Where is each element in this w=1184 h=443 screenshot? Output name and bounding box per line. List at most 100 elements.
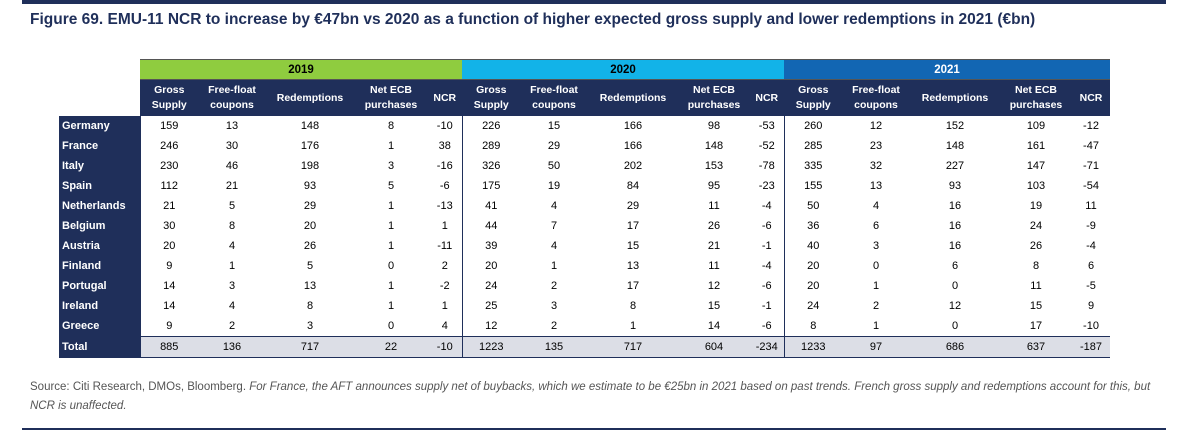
table-cell: 12 [461,316,520,337]
table-cell: 0 [354,256,428,276]
row-label: Austria [59,236,140,256]
table-row: Austria 20 4 26 1 -11 39 4 15 21 -1 40 3 16 26 -4 [59,236,1110,256]
table-cell: 32 [842,156,910,176]
ncr-table: 2019 2020 2021 Gross Supply Free-float co… [59,59,1110,358]
table-cell: 29 [266,196,354,216]
table-cell: 4 [520,236,588,256]
column-header-2021-2: Free-float coupons [842,79,910,116]
row-label: Belgium [59,216,140,236]
table-row: Germany 159 13 148 8 -10 226 15 166 98 -53 260 12 152… [59,116,1110,136]
column-header-2021-1: Gross Supply [783,79,842,116]
table-cell: 1 [842,316,910,337]
table-cell: 38 [428,136,462,156]
table-cell: 230 [139,156,198,176]
table-cell: 148 [910,136,1000,156]
table-row: Finland 9 1 5 0 2 20 1 13 11 -4 20 0 6 8 6 [59,256,1110,276]
table-cell: 4 [198,236,266,256]
row-label: Germany [59,116,140,136]
table-cell: 148 [266,116,354,136]
table-cell: 13 [588,256,678,276]
table-cell: 152 [910,116,1000,136]
column-header-2020-3: Redemptions [588,79,678,116]
row-label: Netherlands [59,196,140,216]
table-cell: -234 [750,336,784,358]
table-cell: 15 [678,296,750,316]
row-label: Portugal [59,276,140,296]
table-cell: -10 [1072,316,1110,337]
column-header-2019-1: Gross Supply [139,79,198,116]
table-cell: 0 [910,276,1000,296]
table-cell: 136 [198,336,266,358]
table-cell: 29 [520,136,588,156]
table-row: Italy 230 46 198 3 -16 326 50 202 153 -78 335 32 227 1… [59,156,1110,176]
top-rule [22,0,1166,4]
table-cell: -11 [428,236,462,256]
table-cell: -47 [1072,136,1110,156]
table-cell: 30 [198,136,266,156]
table-cell: 93 [266,176,354,196]
column-header-2019-3: Redemptions [266,79,354,116]
table-cell: 2 [198,316,266,337]
table-cell: 112 [139,176,198,196]
table-cell: 21 [678,236,750,256]
table-cell: 50 [520,156,588,176]
table-cell: 1 [354,196,428,216]
table-cell: 22 [354,336,428,358]
table-cell: -4 [750,256,784,276]
table-cell: -71 [1072,156,1110,176]
table-cell: 3 [842,236,910,256]
table-cell: 12 [678,276,750,296]
table-cell: 326 [461,156,520,176]
table-cell: 3 [266,316,354,337]
table-cell: 0 [354,316,428,337]
table-cell: 7 [520,216,588,236]
table-cell: -54 [1072,176,1110,196]
table-cell: 202 [588,156,678,176]
row-label: Ireland [59,296,140,316]
table-row: Portugal 14 3 13 1 -2 24 2 17 12 -6 20 1 0 11 -5 [59,276,1110,296]
row-label: France [59,136,140,156]
table-cell: -187 [1072,336,1110,358]
table-cell: 13 [842,176,910,196]
column-header-2020-4: Net ECB purchases [678,79,750,116]
corner-cell [59,60,140,80]
table-cell: -4 [750,196,784,216]
table-cell: -78 [750,156,784,176]
table-cell: 9 [139,316,198,337]
table-cell: 0 [910,316,1000,337]
table-cell: 289 [461,136,520,156]
table-row: Greece 9 2 3 0 4 12 2 1 14 -6 8 1 0 17 -10 [59,316,1110,337]
table-cell: 93 [910,176,1000,196]
table-cell: 16 [910,196,1000,216]
table-cell: 175 [461,176,520,196]
table-cell: 8 [1000,256,1072,276]
table-cell: 1 [428,296,462,316]
bottom-rule [22,428,1166,430]
table-cell: 17 [588,216,678,236]
table-cell: 1223 [461,336,520,358]
table-cell: 24 [461,276,520,296]
table-cell: -23 [750,176,784,196]
table-cell: 246 [139,136,198,156]
table-cell: 14 [139,296,198,316]
column-header-2020-5: NCR [750,79,784,116]
table-cell: 30 [139,216,198,236]
table-cell: 25 [461,296,520,316]
table-cell: -10 [428,336,462,358]
table-cell: 176 [266,136,354,156]
table-cell: 26 [266,236,354,256]
table-cell: -4 [1072,236,1110,256]
table-cell: 12 [910,296,1000,316]
total-row: Total 885 136 717 22 -10 1223 135 717 604 -234 1233… [59,336,1110,358]
table-row: Ireland 14 4 8 1 1 25 3 8 15 -1 24 2 12 15 9 [59,296,1110,316]
table-cell: 40 [783,236,842,256]
table-cell: -9 [1072,216,1110,236]
table-cell: -6 [750,316,784,337]
table-cell: -6 [750,216,784,236]
table-cell: -1 [750,296,784,316]
table-cell: 14 [139,276,198,296]
table-cell: 1 [354,236,428,256]
table-cell: -1 [750,236,784,256]
table-cell: 161 [1000,136,1072,156]
table-cell: 604 [678,336,750,358]
